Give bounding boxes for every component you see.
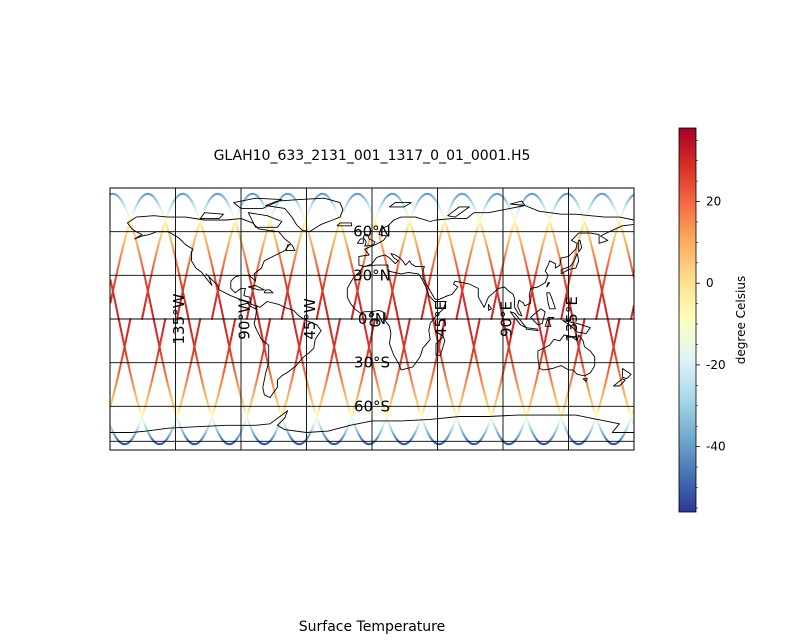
colorbar-tick-label: 20	[706, 195, 721, 209]
cuba-coast	[247, 285, 265, 291]
meridian-label: 135°W	[170, 293, 188, 344]
colorbar-tick-label: 0	[706, 276, 714, 290]
orbit-track	[280, 192, 446, 446]
track-segment	[373, 318, 376, 324]
newfoundland-coast	[285, 244, 296, 252]
track-segment	[617, 318, 621, 324]
antarctica-coast	[110, 410, 634, 442]
victoria-island-coast	[199, 212, 224, 220]
gridline-labels: 135°W 90°W 45°W 0° 45°E 90°E 135°E 60°N 30°N 0°N 3…	[170, 223, 581, 416]
coastlines	[110, 197, 634, 442]
orbit-track	[110, 192, 634, 446]
orbit-track	[110, 192, 634, 446]
svalbard-coast	[389, 202, 412, 208]
baffin-island-coast	[247, 212, 283, 228]
track-segment	[233, 318, 237, 324]
track-segment	[631, 408, 634, 414]
track-segment	[163, 318, 167, 324]
borneo-coast	[530, 308, 546, 326]
map-panel: 135°W 90°W 45°W 0° 45°E 90°E 135°E 60°N 30°N 0°N 3…	[109, 187, 635, 451]
ireland-coast	[356, 238, 364, 244]
colorbar-label: degree Celsius	[734, 275, 748, 365]
sri-lanka-coast	[487, 303, 492, 311]
parallel-label: 30°S	[354, 354, 390, 372]
colorbar-tick-label: -40	[706, 440, 726, 454]
track-segment	[198, 318, 202, 324]
orbit-track	[420, 192, 586, 446]
orbit-track	[110, 192, 634, 446]
figure-caption: Surface Temperature	[298, 619, 446, 635]
track-segment	[128, 318, 132, 324]
orbit-track	[315, 192, 481, 446]
orbit-track	[110, 192, 634, 446]
meridian-label: 45°E	[432, 301, 450, 337]
new-zealand-south-coast	[613, 378, 626, 387]
map-frame	[109, 187, 635, 451]
map-title: GLAH10_633_2131_001_1317_0_01_0001.H5	[213, 148, 531, 164]
madagascar-coast	[435, 336, 446, 356]
parallel-label: 60°N	[353, 223, 391, 241]
orbit-tracks	[110, 192, 634, 446]
orbit-track	[245, 192, 411, 446]
colorbar-gradient	[678, 127, 697, 513]
severnaya-zemlya-coast	[509, 200, 526, 206]
japan-coast	[560, 253, 580, 275]
australia-coast	[537, 334, 596, 377]
taiwan-coast	[546, 282, 551, 288]
meridian-label: 0°	[367, 310, 385, 327]
track-segment	[512, 318, 516, 324]
track-segment	[268, 318, 272, 324]
track-segment	[338, 318, 341, 324]
hispaniola-coast	[263, 289, 274, 294]
parallel-label: 0°N	[358, 310, 386, 328]
parallel-label: 60°S	[354, 397, 390, 415]
tasmania-coast	[582, 378, 588, 383]
meridian-label: 135°E	[563, 296, 581, 342]
gridlines	[110, 188, 634, 450]
java-coast	[525, 327, 539, 332]
meridian-label: 90°W	[236, 298, 254, 340]
track-segment	[443, 318, 446, 324]
meridian-label: 90°E	[498, 301, 516, 337]
track-segment	[582, 318, 586, 324]
sakhalin-coast	[578, 239, 583, 253]
africa-coast	[346, 264, 447, 371]
eurasia-coast	[358, 205, 634, 317]
philippines-coast	[546, 292, 556, 310]
track-segment	[631, 421, 634, 425]
novaya-zemlya-coast	[447, 206, 470, 218]
colorbar: 20 0 -20 -40	[678, 127, 726, 513]
iceland-coast	[336, 222, 353, 227]
track-segment	[408, 318, 411, 324]
colorbar-tick-label: -20	[706, 358, 726, 372]
north-america-coast	[127, 215, 291, 310]
orbit-track	[455, 192, 621, 446]
ellesmere-island-coast	[233, 197, 283, 209]
new-zealand-coast	[621, 368, 632, 380]
meridian-label: 45°W	[301, 298, 319, 340]
parallel-label: 30°N	[353, 266, 391, 284]
greenland-coast	[265, 197, 344, 233]
new-guinea-coast	[562, 320, 591, 335]
track-segment	[478, 318, 481, 324]
orbit-track	[110, 192, 634, 446]
colorbar-ticks: 20 0 -20 -40	[696, 139, 726, 509]
uk-coast	[362, 234, 376, 247]
south-america-coast	[253, 301, 322, 399]
